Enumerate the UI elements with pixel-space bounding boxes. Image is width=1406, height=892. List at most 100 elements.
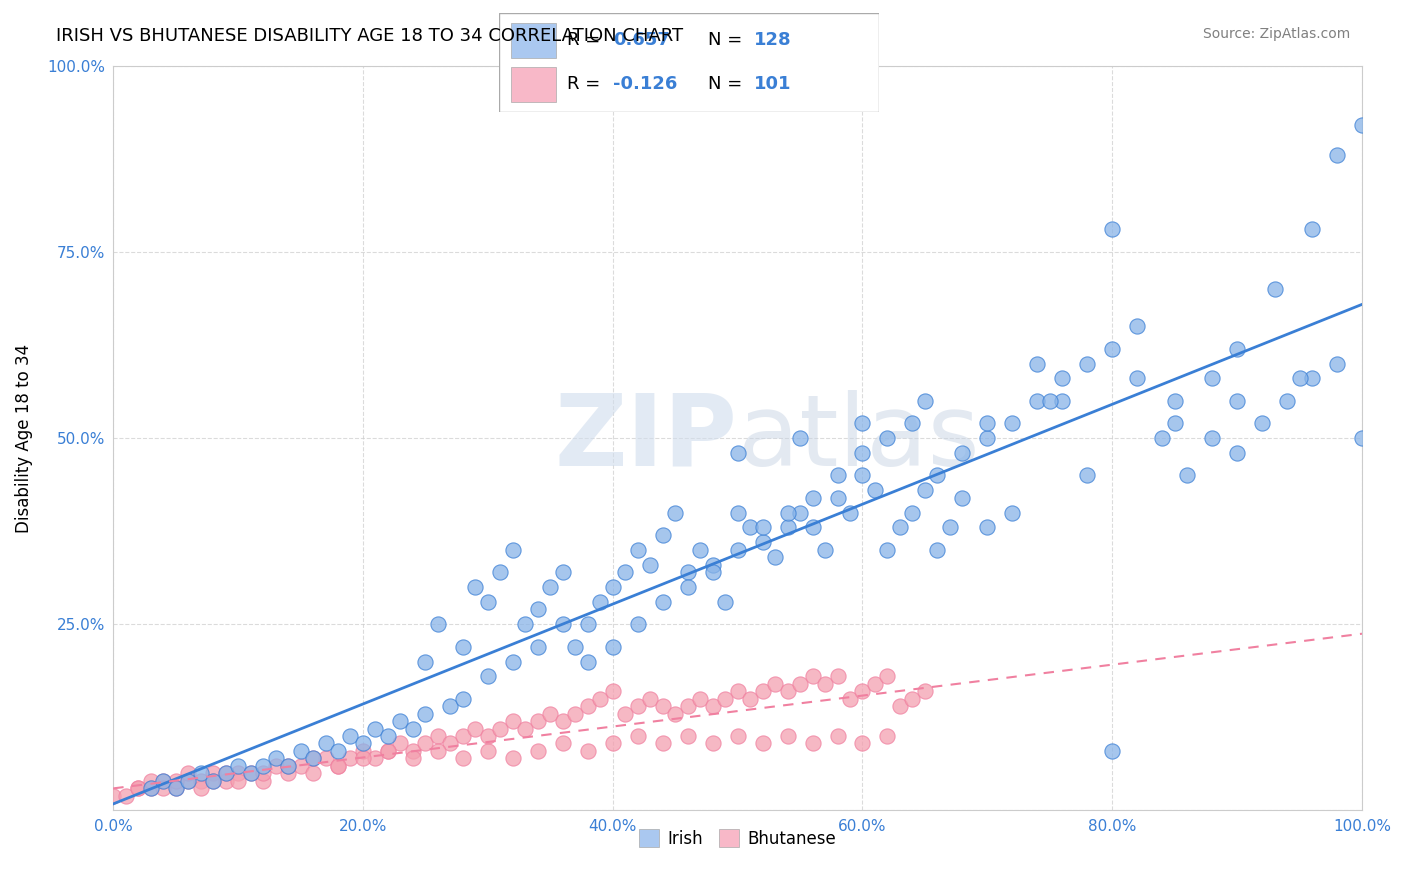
Point: [1001, 506, 1024, 520]
Point: [214, 773, 236, 788]
Point: [527, 744, 550, 758]
Point: [190, 766, 212, 780]
Point: [538, 580, 561, 594]
Point: [326, 744, 349, 758]
Point: [602, 580, 624, 594]
Point: [114, 789, 136, 803]
Point: [651, 699, 673, 714]
Point: [1052, 371, 1074, 385]
Point: [851, 416, 873, 430]
Text: atlas: atlas: [738, 390, 979, 486]
Point: [377, 729, 399, 743]
Text: IRISH VS BHUTANESE DISABILITY AGE 18 TO 34 CORRELATION CHART: IRISH VS BHUTANESE DISABILITY AGE 18 TO …: [56, 27, 683, 45]
Point: [1152, 431, 1174, 445]
Point: [751, 736, 773, 750]
Text: 128: 128: [754, 31, 792, 49]
Point: [976, 431, 998, 445]
Point: [302, 766, 325, 780]
Point: [451, 729, 474, 743]
Point: [914, 684, 936, 698]
Point: [315, 736, 337, 750]
Text: ZIP: ZIP: [555, 390, 738, 486]
Point: [576, 744, 599, 758]
Point: [1226, 393, 1249, 408]
Point: [589, 691, 612, 706]
Point: [1076, 357, 1098, 371]
Point: [377, 744, 399, 758]
Text: N =: N =: [709, 75, 748, 93]
Point: [352, 744, 374, 758]
Point: [827, 669, 849, 683]
Point: [152, 773, 174, 788]
Point: [1264, 282, 1286, 296]
Point: [1175, 468, 1198, 483]
Point: [402, 751, 425, 765]
Point: [776, 520, 799, 534]
Point: [651, 736, 673, 750]
Point: [477, 595, 499, 609]
Point: [202, 766, 225, 780]
Point: [277, 766, 299, 780]
Point: [889, 520, 911, 534]
Point: [538, 706, 561, 721]
Point: [814, 542, 837, 557]
FancyBboxPatch shape: [499, 13, 879, 112]
Point: [789, 506, 811, 520]
Point: [638, 691, 661, 706]
Point: [789, 431, 811, 445]
Point: [464, 722, 486, 736]
Point: [851, 468, 873, 483]
Text: R =: R =: [568, 31, 606, 49]
Point: [727, 729, 749, 743]
Point: [315, 751, 337, 765]
Point: [614, 565, 637, 579]
Point: [352, 736, 374, 750]
Point: [1201, 431, 1223, 445]
Point: [277, 759, 299, 773]
Point: [264, 759, 287, 773]
Point: [439, 699, 461, 714]
Point: [1351, 118, 1374, 132]
Y-axis label: Disability Age 18 to 34: Disability Age 18 to 34: [15, 343, 32, 533]
Point: [602, 736, 624, 750]
Point: [226, 759, 249, 773]
Point: [127, 781, 149, 796]
Point: [165, 773, 187, 788]
Text: N =: N =: [709, 31, 748, 49]
Point: [738, 520, 761, 534]
Point: [1101, 222, 1123, 236]
Point: [165, 781, 187, 796]
Point: [527, 640, 550, 654]
Point: [914, 483, 936, 498]
Point: [602, 640, 624, 654]
Point: [415, 736, 437, 750]
Point: [751, 684, 773, 698]
Point: [776, 506, 799, 520]
Point: [326, 759, 349, 773]
Point: [451, 691, 474, 706]
Point: [165, 781, 187, 796]
Point: [676, 580, 699, 594]
Point: [827, 491, 849, 505]
Point: [614, 706, 637, 721]
Point: [651, 528, 673, 542]
Point: [302, 751, 325, 765]
Point: [502, 751, 524, 765]
Point: [527, 602, 550, 616]
Point: [801, 736, 824, 750]
Point: [477, 744, 499, 758]
Point: [1275, 393, 1298, 408]
Point: [177, 773, 200, 788]
Point: [402, 722, 425, 736]
Point: [551, 714, 574, 728]
Point: [627, 617, 650, 632]
Point: [489, 722, 512, 736]
FancyBboxPatch shape: [510, 23, 557, 57]
Point: [602, 684, 624, 698]
Point: [1026, 357, 1049, 371]
Point: [451, 751, 474, 765]
Point: [190, 773, 212, 788]
Point: [502, 714, 524, 728]
Point: [564, 640, 586, 654]
Point: [627, 729, 650, 743]
